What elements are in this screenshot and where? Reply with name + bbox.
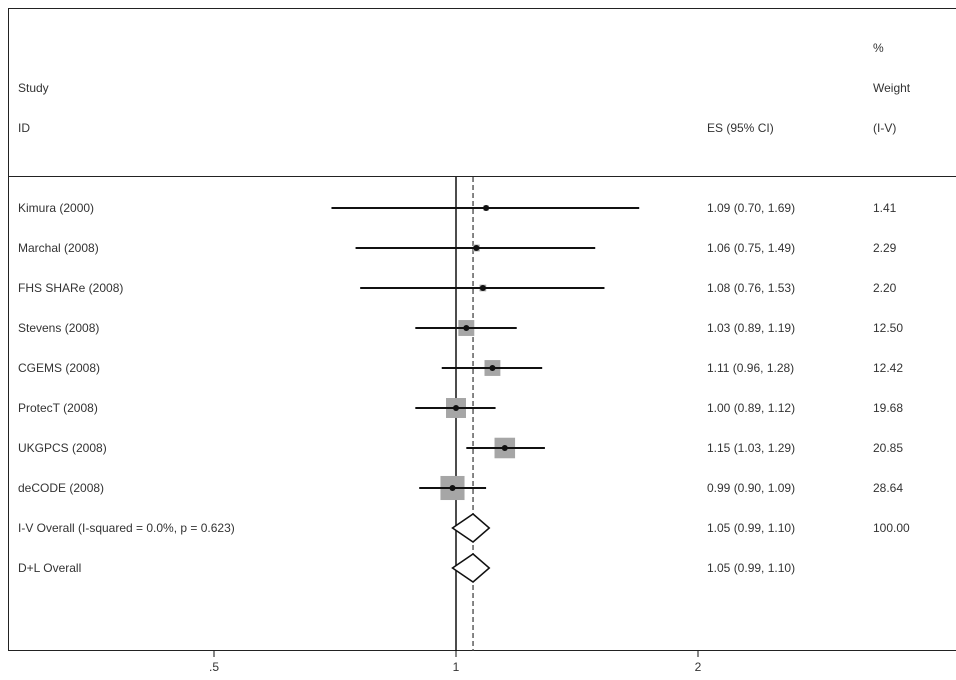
point-estimate	[453, 405, 459, 411]
point-estimate	[483, 205, 490, 211]
weight-text: 1.41	[873, 201, 897, 215]
effect-size-text: 1.15 (1.03, 1.29)	[707, 441, 796, 455]
effect-size-text: 1.00 (0.89, 1.12)	[707, 401, 796, 415]
header-study: Study	[18, 81, 49, 95]
study-label: UKGPCS (2008)	[18, 441, 107, 455]
point-estimate	[463, 325, 470, 331]
header-rule	[9, 176, 956, 177]
effect-size-text: 1.06 (0.75, 1.49)	[707, 241, 796, 255]
weight-text: 20.85	[873, 441, 904, 455]
overall-diamond	[451, 553, 491, 583]
x-tick-label: .5	[209, 660, 219, 674]
weight-text: 19.68	[873, 401, 904, 415]
effect-size-text: 1.08 (0.76, 1.53)	[707, 281, 796, 295]
study-label: Marchal (2008)	[18, 241, 99, 255]
point-estimate	[489, 365, 496, 371]
study-label: ProtecT (2008)	[18, 401, 98, 415]
overall-label: D+L Overall	[18, 561, 82, 575]
weight-text: 2.29	[873, 241, 897, 255]
header-weight: Weight	[873, 81, 911, 95]
x-tick-label: 2	[695, 660, 702, 674]
weight-text: 2.20	[873, 281, 897, 295]
overall-diamond	[451, 513, 491, 543]
effect-size-text: 1.11 (0.96, 1.28)	[707, 361, 795, 375]
effect-size-text: 0.99 (0.90, 1.09)	[707, 481, 796, 495]
point-estimate	[473, 245, 480, 251]
header-id: ID	[18, 121, 30, 135]
weight-text: 12.50	[873, 321, 904, 335]
overall-weight-text: 100.00	[873, 521, 910, 535]
x-tick-label: 1	[453, 660, 460, 674]
study-label: CGEMS (2008)	[18, 361, 101, 375]
header-weight-method: (I-V)	[873, 121, 897, 135]
effect-size-text: 1.09 (0.70, 1.69)	[707, 201, 796, 215]
header-weight-percent: %	[873, 41, 884, 55]
overall-label: I-V Overall (I-squared = 0.0%, p = 0.623…	[18, 521, 235, 535]
point-estimate	[501, 445, 508, 451]
header-es-ci: ES (95% CI)	[707, 121, 774, 135]
point-estimate	[449, 485, 456, 491]
point-estimate	[479, 285, 486, 291]
study-label: Kimura (2000)	[18, 201, 95, 215]
overall-effect-size-text: 1.05 (0.99, 1.10)	[707, 561, 796, 575]
plot-frame	[8, 8, 956, 651]
weight-text: 12.42	[873, 361, 904, 375]
study-label: Stevens (2008)	[18, 321, 100, 335]
study-label: deCODE (2008)	[18, 481, 105, 495]
study-label: FHS SHARe (2008)	[18, 281, 124, 295]
weight-text: 28.64	[873, 481, 904, 495]
effect-size-text: 1.03 (0.89, 1.19)	[707, 321, 796, 335]
overall-effect-size-text: 1.05 (0.99, 1.10)	[707, 521, 796, 535]
